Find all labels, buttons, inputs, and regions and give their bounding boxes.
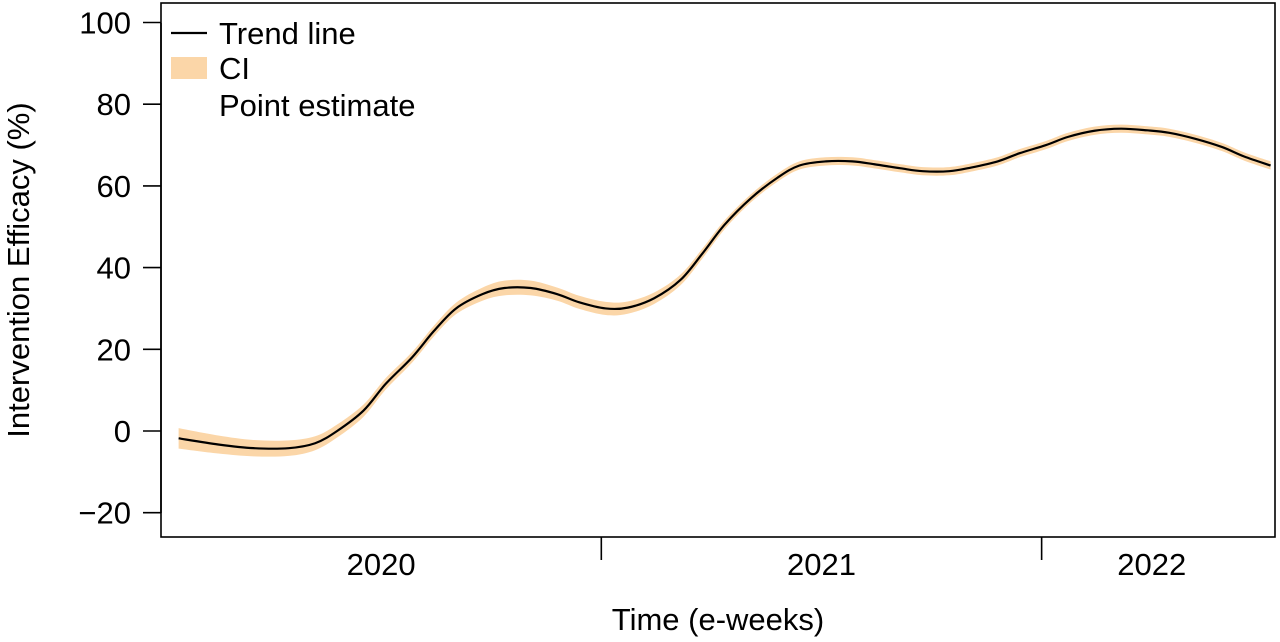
x-axis-title: Time (e-weeks) [612, 602, 824, 637]
series-layer [178, 124, 1271, 457]
x-axis: 2020 2021 2022 [347, 537, 1186, 582]
legend: Trend line CI Point estimate [171, 16, 415, 123]
ci-band [178, 124, 1271, 457]
y-tick-label: −20 [78, 496, 131, 531]
y-axis: −20 0 20 40 60 80 100 [78, 6, 162, 531]
legend-trend-line-label: Trend line [219, 16, 356, 51]
y-tick-label: 0 [114, 414, 131, 449]
trend-line [178, 127, 1271, 450]
y-tick-label: 40 [97, 251, 131, 286]
x-tick-label: 2022 [1117, 547, 1186, 582]
plot-frame [160, 2, 1276, 538]
y-tick-label: 20 [97, 332, 131, 367]
y-tick-label: 60 [97, 169, 131, 204]
y-tick-label: 100 [79, 6, 131, 41]
x-tick-label: 2020 [347, 547, 416, 582]
x-tick-label: 2021 [787, 547, 856, 582]
legend-point-estimate-label: Point estimate [219, 88, 415, 123]
y-axis-title: Intervention Efficacy (%) [1, 102, 36, 437]
legend-ci-label: CI [219, 51, 250, 86]
y-tick-label: 80 [97, 87, 131, 122]
legend-ci-swatch [171, 57, 207, 79]
